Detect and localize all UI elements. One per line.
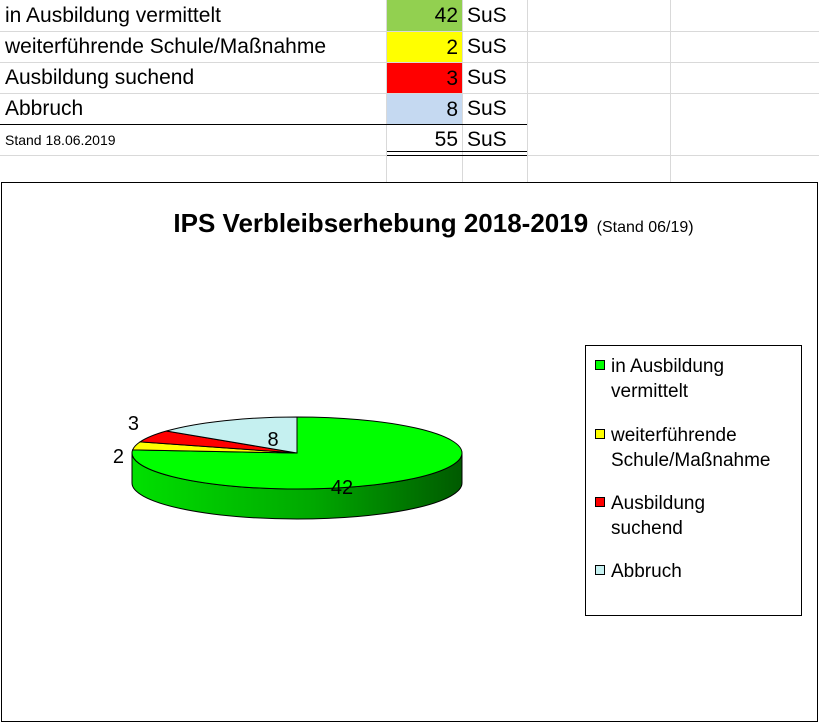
legend-label-line: weiterführende [611,425,737,446]
pie-data-label: 8 [267,429,278,451]
row-divider [0,31,819,32]
row-divider [0,62,819,63]
row-unit[interactable]: SuS [467,35,507,58]
stand-date-label[interactable]: Stand 18.06.2019 [5,132,116,148]
chart-subtitle: (Stand 06/19) [596,219,694,236]
row-unit[interactable]: SuS [467,97,507,120]
column-divider [386,0,387,182]
pie-data-label: 42 [331,477,353,499]
row-value[interactable]: 8 [446,98,458,121]
pie-data-label: 3 [128,413,139,435]
value-cell-bg [387,0,462,31]
legend-label: in Ausbildung vermittelt [611,354,724,404]
legend-swatch-yellow [595,429,605,439]
pie-slices [131,416,463,490]
legend-label-line: Abbruch [611,561,682,582]
pie-data-label: 2 [113,446,124,468]
legend-label: Abbruch [611,559,682,584]
legend-swatch-red [595,497,605,507]
column-divider [527,0,528,182]
spreadsheet: in Ausbildung vermittelt 42 SuS weiterfü… [0,0,819,182]
legend-label-line: suchend [611,518,683,539]
row-label[interactable]: Ausbildung suchend [5,66,195,89]
double-underline [387,155,527,156]
value-cell-bg [387,94,462,124]
pie-slice[interactable] [166,416,298,454]
legend-label-line: in Ausbildung [611,356,725,377]
column-divider [670,0,671,182]
row-value[interactable]: 2 [446,36,458,59]
legend-label: weiterführende Schule/Maßnahme [611,423,770,473]
row-label[interactable]: weiterführende Schule/Maßnahme [5,35,327,58]
chart-title: IPS Verbleibserhebung 2018-2019 (Stand 0… [0,208,819,239]
value-cell-bg [387,63,462,93]
row-value[interactable]: 3 [446,67,458,90]
total-value[interactable]: 55 [434,128,458,151]
legend-label-line: Ausbildung [611,493,706,514]
legend-swatch-green [595,360,605,370]
sum-border [0,124,527,125]
row-value[interactable]: 42 [434,4,458,27]
column-divider [462,0,463,182]
row-label[interactable]: in Ausbildung vermittelt [5,4,221,27]
double-underline [387,151,527,152]
value-cell-bg [387,32,462,62]
row-divider [0,93,819,94]
legend-label-line: Schule/Maßnahme [611,450,771,471]
row-unit[interactable]: SuS [467,66,507,89]
row-unit[interactable]: SuS [467,4,507,27]
legend-label: Ausbildung suchend [611,491,705,541]
total-unit[interactable]: SuS [467,128,507,151]
chart-legend[interactable]: in Ausbildung vermittelt weiterführende … [585,345,802,616]
row-label[interactable]: Abbruch [5,97,84,120]
pie-data-labels: 42 23 8 [113,413,353,499]
legend-label-line: vermittelt [611,381,689,402]
legend-swatch-lightblue [595,565,605,575]
chart-title-main: IPS Verbleibserhebung 2018-2019 [173,208,589,238]
